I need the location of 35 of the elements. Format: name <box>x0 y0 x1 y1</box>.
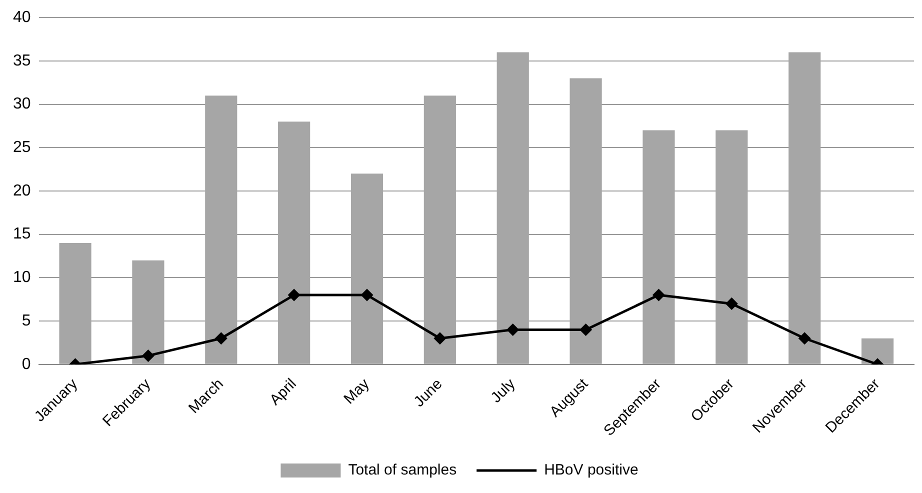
point <box>726 298 738 310</box>
bar <box>350 174 384 364</box>
point <box>215 332 227 344</box>
legend-label: Total of samples <box>348 462 457 479</box>
bar <box>278 122 310 364</box>
y-tick-label: 10 <box>13 269 31 286</box>
point <box>507 324 519 336</box>
bar <box>496 52 529 364</box>
point <box>652 289 664 301</box>
bar <box>716 130 748 364</box>
x-tick-label: July <box>488 375 519 406</box>
y-tick-label: 5 <box>22 312 31 330</box>
legend-label: HBoV positive <box>544 462 638 479</box>
bar <box>570 78 602 364</box>
bar <box>59 243 92 364</box>
y-tick-label: 15 <box>13 226 31 243</box>
bar <box>132 260 164 364</box>
bar <box>424 96 456 364</box>
bar <box>205 96 238 364</box>
point <box>798 332 810 344</box>
y-tick-label: 30 <box>13 96 31 113</box>
bar <box>861 338 894 364</box>
bar <box>642 130 675 364</box>
point <box>288 289 300 301</box>
point <box>142 350 154 362</box>
y-tick-label: 40 <box>13 9 31 26</box>
x-tick-label: May <box>340 375 374 408</box>
bar <box>788 52 821 364</box>
point <box>580 324 592 336</box>
y-tick-label: 25 <box>13 139 31 156</box>
point <box>361 289 373 301</box>
y-tick-label: 20 <box>13 182 31 200</box>
y-tick-label: 35 <box>13 52 31 70</box>
point <box>434 332 446 344</box>
y-tick-label: 0 <box>22 356 31 373</box>
